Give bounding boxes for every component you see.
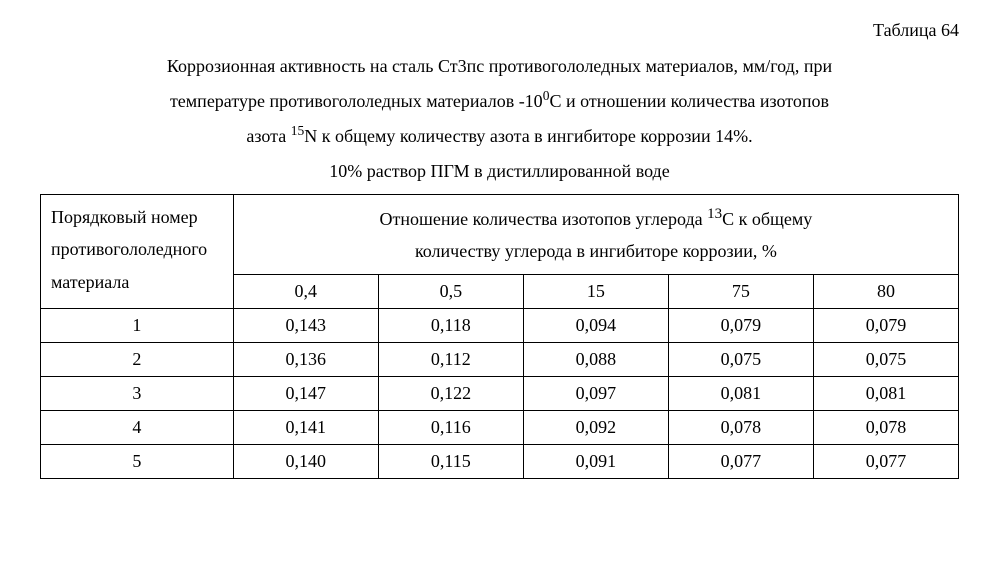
col-span-l2: количеству углерода в ингибиторе коррози…: [415, 241, 777, 261]
col-header: 0,4: [233, 274, 378, 308]
cell: 0,078: [668, 410, 813, 444]
caption-line-1: Коррозионная активность на сталь Ст3пс п…: [167, 56, 832, 76]
cell: 0,092: [523, 410, 668, 444]
cell: 0,079: [668, 308, 813, 342]
cell: 0,075: [668, 342, 813, 376]
row-index: 1: [41, 308, 234, 342]
col-header: 0,5: [378, 274, 523, 308]
cell: 0,118: [378, 308, 523, 342]
col-span-l1b: С к общему: [722, 209, 812, 229]
col-header: 80: [813, 274, 958, 308]
cell: 0,081: [668, 376, 813, 410]
table-row: 4 0,141 0,116 0,092 0,078 0,078: [41, 410, 959, 444]
corrosion-table: Порядковый номер противогололедного мате…: [40, 194, 959, 479]
table-row: 5 0,140 0,115 0,091 0,077 0,077: [41, 444, 959, 478]
cell: 0,115: [378, 444, 523, 478]
caption-line-2b: С и отношении количества изотопов: [549, 91, 829, 111]
table-number-label: Таблица 64: [40, 20, 959, 41]
col-span-sup-c13: 13: [707, 206, 722, 222]
cell: 0,143: [233, 308, 378, 342]
cell: 0,094: [523, 308, 668, 342]
caption-line-2a: температуре противогололедных материалов…: [170, 91, 543, 111]
cell: 0,078: [813, 410, 958, 444]
cell: 0,136: [233, 342, 378, 376]
cell: 0,088: [523, 342, 668, 376]
cell: 0,077: [813, 444, 958, 478]
table-row: 3 0,147 0,122 0,097 0,081 0,081: [41, 376, 959, 410]
row-index: 3: [41, 376, 234, 410]
caption-line-4: 10% раствор ПГМ в дистиллированной воде: [329, 161, 669, 181]
col-header: 75: [668, 274, 813, 308]
cell: 0,077: [668, 444, 813, 478]
cell: 0,081: [813, 376, 958, 410]
row-index: 4: [41, 410, 234, 444]
header-row-1: Порядковый номер противогололедного мате…: [41, 194, 959, 274]
cell: 0,091: [523, 444, 668, 478]
caption-line-3a: азота: [246, 126, 290, 146]
cell: 0,116: [378, 410, 523, 444]
column-span-header: Отношение количества изотопов углерода 1…: [233, 194, 958, 274]
col-header: 15: [523, 274, 668, 308]
caption-line-3b: N к общему количеству азота в ингибиторе…: [304, 126, 752, 146]
caption-sup-n15: 15: [291, 123, 305, 138]
row-index: 2: [41, 342, 234, 376]
cell: 0,097: [523, 376, 668, 410]
table-row: 1 0,143 0,118 0,094 0,079 0,079: [41, 308, 959, 342]
cell: 0,075: [813, 342, 958, 376]
row-header-line2: противогололедного: [51, 239, 207, 259]
cell: 0,122: [378, 376, 523, 410]
table-caption: Коррозионная активность на сталь Ст3пс п…: [40, 49, 959, 188]
row-index: 5: [41, 444, 234, 478]
row-header-line3: материала: [51, 272, 129, 292]
col-span-l1a: Отношение количества изотопов углерода: [379, 209, 707, 229]
cell: 0,112: [378, 342, 523, 376]
cell: 0,147: [233, 376, 378, 410]
table-row: 2 0,136 0,112 0,088 0,075 0,075: [41, 342, 959, 376]
row-header-line1: Порядковый номер: [51, 207, 198, 227]
cell: 0,079: [813, 308, 958, 342]
cell: 0,140: [233, 444, 378, 478]
row-header-cell: Порядковый номер противогололедного мате…: [41, 194, 234, 308]
cell: 0,141: [233, 410, 378, 444]
